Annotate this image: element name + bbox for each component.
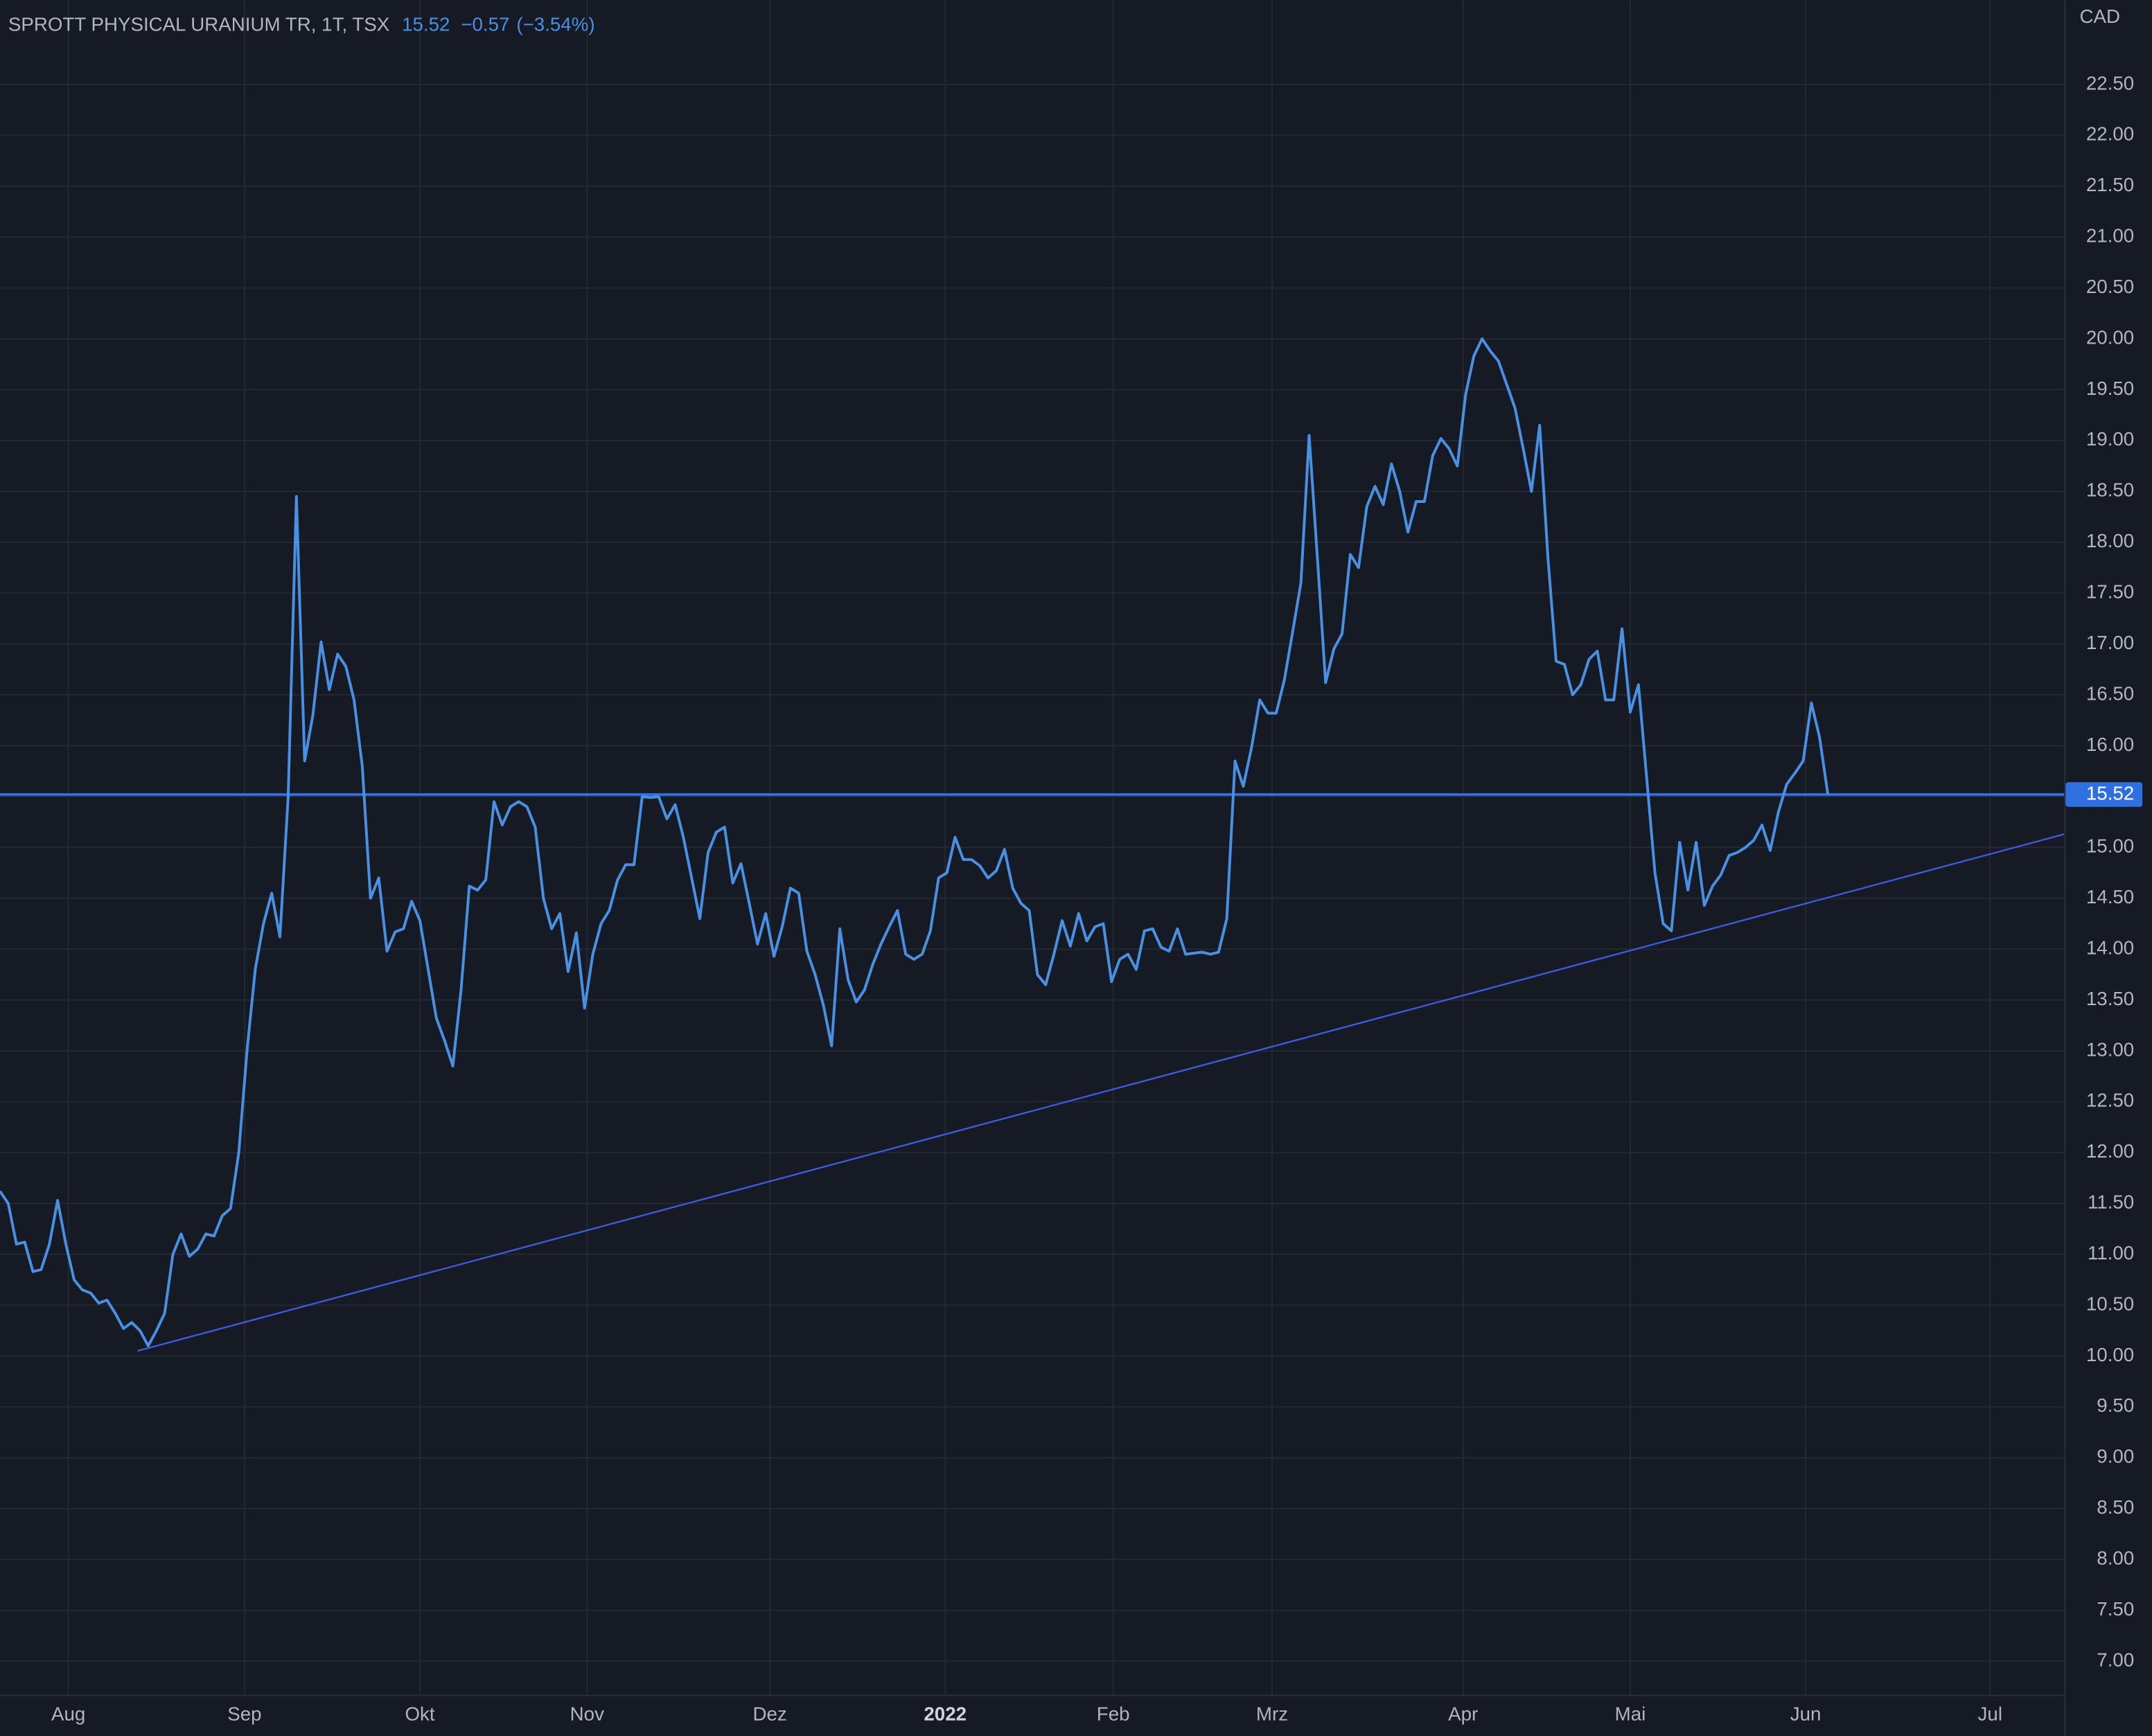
header: SPROTT PHYSICAL URANIUM TR, 1T, TSX 15.52… (8, 14, 595, 35)
currency-label: CAD (2079, 6, 2120, 27)
y-tick-label: 19.50 (2086, 378, 2134, 399)
y-tick-label: 10.50 (2086, 1293, 2134, 1314)
y-tick-label: 13.00 (2086, 1038, 2134, 1060)
x-tick-label: 2022 (924, 1703, 967, 1725)
price-change: −0.57 (461, 14, 509, 35)
axes: 7.00 7.50 8.00 8.50 9.00 9.50 10.00 10.50 11.00 1… (51, 72, 2143, 1725)
y-tick-label: 17.50 (2086, 581, 2134, 603)
x-tick-label: Jun (1790, 1703, 1822, 1725)
y-tick-label: 16.50 (2086, 682, 2134, 704)
x-tick-label: Jul (1978, 1703, 2002, 1725)
y-tick-label: 21.50 (2086, 174, 2134, 195)
x-tick-label: Okt (405, 1703, 435, 1725)
y-tick-label: 7.00 (2097, 1649, 2134, 1670)
symbol-title: SPROTT PHYSICAL URANIUM TR, 1T, TSX (8, 14, 389, 35)
y-tick-label: 20.00 (2086, 326, 2134, 348)
plot-area (0, 337, 2065, 1352)
y-tick-label: 11.50 (2088, 1192, 2134, 1213)
y-tick-label: 13.50 (2086, 988, 2134, 1009)
y-tick-label: 14.50 (2086, 886, 2134, 907)
y-tick-label: 19.00 (2086, 428, 2134, 450)
y-tick-label: 22.00 (2086, 123, 2134, 145)
price-change-pct: (−3.54%) (516, 14, 594, 35)
x-tick-label: Apr (1448, 1703, 1478, 1725)
y-tick-label: 21.00 (2086, 225, 2134, 247)
y-tick-label: 9.00 (2097, 1446, 2134, 1467)
grid (0, 0, 2065, 1695)
y-tick-label: 7.50 (2097, 1598, 2134, 1620)
last-price-tag-label: 15.52 (2086, 782, 2134, 804)
y-tick-label: 18.00 (2086, 530, 2134, 551)
y-tick-label: 15.00 (2086, 835, 2134, 857)
y-tick-label: 12.50 (2086, 1090, 2134, 1111)
y-tick-label: 14.00 (2086, 937, 2134, 958)
x-tick-label: Feb (1097, 1703, 1130, 1725)
x-tick-label: Sep (227, 1703, 261, 1725)
last-price: 15.52 (402, 14, 450, 35)
y-tick-label: 22.50 (2086, 72, 2134, 94)
y-tick-label: 20.50 (2086, 276, 2134, 297)
x-tick-label: Nov (570, 1703, 604, 1725)
price-line (0, 337, 1830, 1347)
y-tick-label: 11.00 (2088, 1242, 2134, 1264)
y-tick-label: 18.50 (2086, 479, 2134, 501)
y-tick-label: 8.00 (2097, 1548, 2134, 1569)
x-tick-label: Aug (51, 1703, 85, 1725)
y-tick-label: 16.00 (2086, 734, 2134, 755)
x-tick-label: Mrz (1256, 1703, 1288, 1725)
y-tick-label: 17.00 (2086, 632, 2134, 653)
y-tick-label: 10.00 (2086, 1344, 2134, 1365)
y-tick-label: 8.50 (2097, 1496, 2134, 1518)
x-tick-label: Dez (752, 1703, 786, 1725)
last-price-tag (2065, 782, 2143, 807)
x-tick-label: Mai (1615, 1703, 1646, 1725)
y-tick-label: 9.50 (2097, 1394, 2134, 1416)
trendline (137, 833, 2065, 1352)
y-tick-label: 12.00 (2086, 1140, 2134, 1162)
